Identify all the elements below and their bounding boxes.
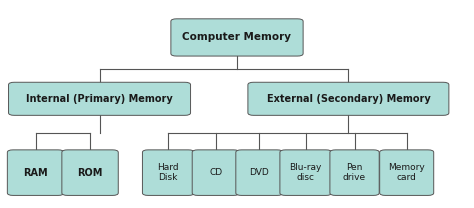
Text: Blu-ray
disc: Blu-ray disc <box>290 163 322 182</box>
FancyBboxPatch shape <box>380 150 434 196</box>
Text: External (Secondary) Memory: External (Secondary) Memory <box>266 94 430 104</box>
FancyBboxPatch shape <box>7 150 64 196</box>
Text: Hard
Disk: Hard Disk <box>157 163 179 182</box>
Text: Memory
card: Memory card <box>388 163 425 182</box>
Text: ROM: ROM <box>77 168 103 178</box>
FancyBboxPatch shape <box>330 150 379 196</box>
FancyBboxPatch shape <box>192 150 239 196</box>
FancyBboxPatch shape <box>62 150 118 196</box>
FancyBboxPatch shape <box>280 150 331 196</box>
FancyBboxPatch shape <box>248 82 449 115</box>
FancyBboxPatch shape <box>171 19 303 56</box>
Text: CD: CD <box>209 168 222 177</box>
FancyBboxPatch shape <box>9 82 191 115</box>
Text: Computer Memory: Computer Memory <box>182 32 292 42</box>
FancyBboxPatch shape <box>236 150 283 196</box>
Text: Pen
drive: Pen drive <box>343 163 366 182</box>
Text: DVD: DVD <box>249 168 269 177</box>
Text: Internal (Primary) Memory: Internal (Primary) Memory <box>26 94 173 104</box>
FancyBboxPatch shape <box>142 150 194 196</box>
Text: RAM: RAM <box>23 168 48 178</box>
